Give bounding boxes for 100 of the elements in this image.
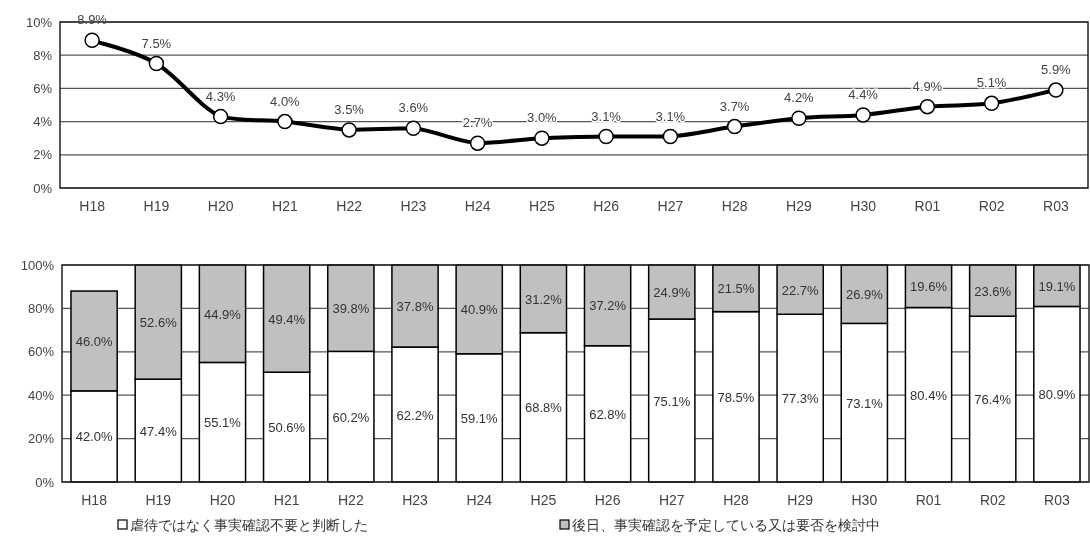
x-tick-label: H19 [145,492,172,508]
x-tick-label: R03 [1043,198,1069,214]
data-label: 59.1% [460,410,499,426]
x-tick-label: H26 [593,198,620,214]
data-label: 62.8% [589,406,627,422]
x-tick-label: H30 [851,492,878,508]
data-label: 76.4% [974,392,1012,408]
x-tick-label: H18 [81,492,108,508]
x-tick-label: H25 [530,492,557,508]
x-tick-label: R03 [1044,492,1070,508]
data-label: 3.1% [655,108,686,124]
point [341,122,357,138]
point [84,32,100,49]
x-tick-label: H27 [657,198,684,214]
x-tick-label: H24 [464,198,491,214]
x-tick-label: H24 [466,492,493,508]
x-tick-label: H29 [787,492,814,508]
legend-item: 虐待ではなく事実確認不要と判断した [117,517,368,533]
data-label: 4.2% [784,90,815,106]
x-tick-label: H22 [336,198,363,214]
y-tick-label: 100% [20,257,55,273]
x-tick-label: H27 [658,492,685,508]
x-tick-label: H23 [402,492,429,508]
data-label: 60.2% [332,409,370,425]
data-label: 50.6% [268,420,306,436]
x-tick-label: H21 [273,492,300,508]
data-label: 5.9% [1041,62,1072,78]
data-label: 3.1% [591,108,622,124]
data-label: 46.0% [75,333,113,349]
data-label: 49.4% [268,311,306,327]
y-tick-label: 40% [27,387,55,403]
data-label: 7.5% [141,35,172,51]
x-tick-label: H30 [850,198,877,214]
x-tick-label: H23 [400,198,427,214]
data-label: 75.1% [653,393,691,409]
data-label: 3.6% [398,100,429,116]
data-label: 39.8% [332,301,370,317]
x-tick-label: R01 [914,198,941,214]
data-label: 52.6% [139,315,178,331]
x-tick-label: H20 [209,492,236,508]
y-tick-label: 4% [33,114,53,130]
data-label: 31.2% [524,291,563,307]
point [212,108,229,125]
x-tick-label: H29 [786,198,812,214]
x-tick-label: H19 [143,198,170,214]
x-tick-label: R02 [978,198,1005,214]
data-label: 3.5% [334,101,365,117]
x-tick-label: H22 [338,492,364,508]
data-label: 55.1% [204,415,242,431]
point [598,128,614,145]
point [855,107,871,123]
data-label: 37.8% [396,299,434,315]
point [662,128,679,145]
data-label: 73.1% [845,395,884,411]
point [469,135,486,151]
legend-item: 後日、事実確認を予定している又は要否を検討中 [559,517,880,533]
data-label: 80.4% [910,387,948,403]
x-tick-label: H28 [721,198,748,214]
data-label: 40.9% [460,302,499,318]
data-label: 62.2% [396,407,434,423]
x-tick-label: H28 [723,492,750,508]
point [983,95,1000,112]
y-tick-label: 0% [33,180,53,196]
x-tick-label: R01 [915,492,942,508]
point [726,118,743,135]
x-tick-label: H26 [594,492,621,508]
data-label: 68.8% [524,400,563,416]
data-label: 77.3% [781,391,820,407]
x-tick-label: R02 [979,492,1006,508]
y-tick-label: 20% [27,431,55,447]
point [148,55,165,72]
y-tick-label: 80% [27,300,55,316]
data-label: 21.5% [717,281,755,297]
data-label: 4.3% [205,88,236,104]
data-label: 23.6% [974,283,1012,299]
data-label: 19.1% [1038,278,1076,294]
point [277,113,293,130]
data-label: 5.1% [976,75,1007,91]
x-tick-label: H25 [529,198,555,214]
data-label: 44.9% [204,306,242,322]
point [534,130,550,146]
data-label: 4.4% [848,86,879,102]
x-tick-label: H21 [272,198,298,214]
data-label: 22.7% [781,282,820,298]
data-label: 19.6% [910,279,948,295]
x-tick-label: H20 [207,198,234,214]
data-label: 4.0% [270,93,301,109]
x-tick-label: H18 [79,198,106,214]
data-label: 26.9% [845,287,884,303]
y-tick-label: 6% [33,80,53,96]
data-label: 24.9% [653,285,691,301]
point [405,120,422,136]
data-label: 47.4% [139,423,178,439]
data-label: 80.9% [1038,387,1076,403]
y-tick-label: 60% [27,344,55,360]
y-tick-label: 10% [25,14,53,30]
point [919,98,936,115]
y-tick-label: 8% [33,47,53,63]
y-tick-label: 0% [35,474,55,490]
data-label: 78.5% [717,389,755,405]
